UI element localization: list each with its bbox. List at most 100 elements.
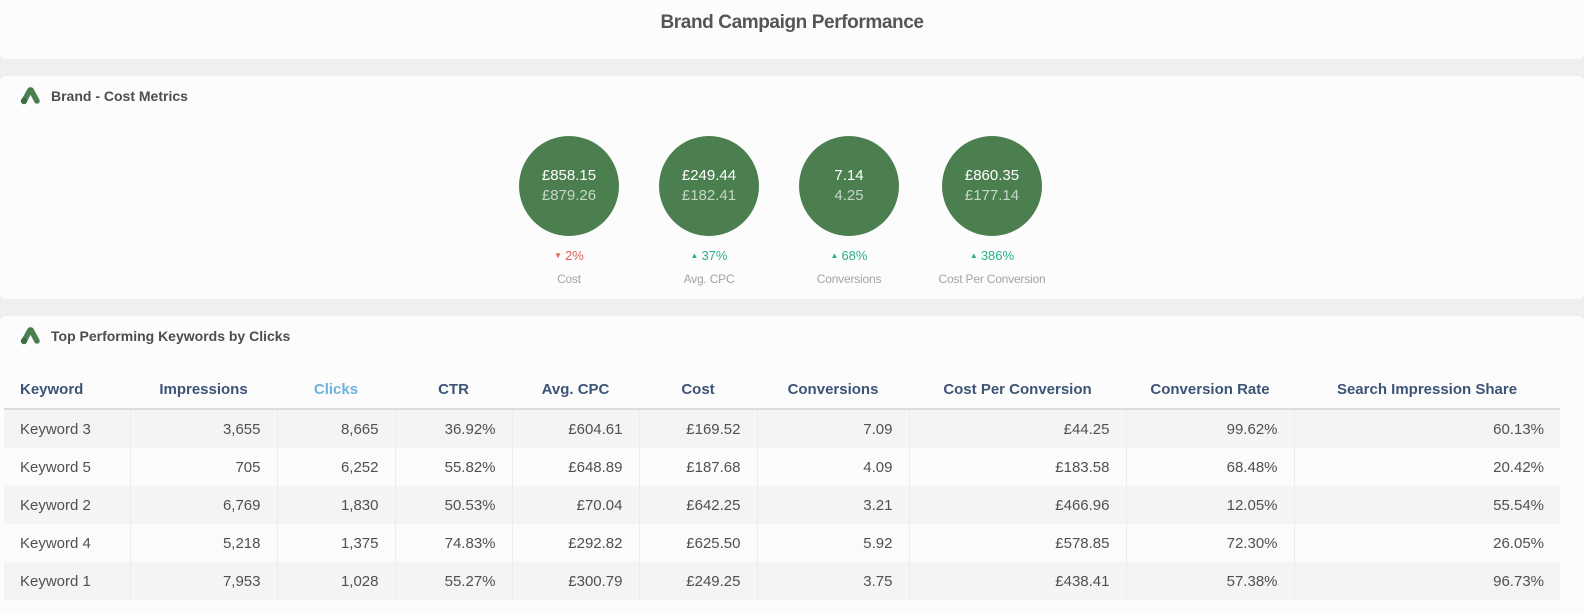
cell-ctr: 50.53% <box>395 486 513 524</box>
column-header-keyword[interactable]: Keyword <box>4 370 130 410</box>
cell-clicks: 1,375 <box>277 524 396 562</box>
metric-current-value: £858.15 <box>541 167 597 184</box>
title-panel: Brand Campaign Performance <box>0 0 1584 59</box>
metric-label: Avg. CPC <box>683 272 735 286</box>
google-ads-icon <box>20 327 40 345</box>
metric-avg-cpc: £249.44 £182.41 ▲ 37% Avg. CPC <box>644 136 774 286</box>
cell-search-impression-share: 20.42% <box>1294 448 1560 486</box>
cell-avg-cpc: £292.82 <box>512 524 640 562</box>
cell-avg-cpc: £604.61 <box>512 409 640 448</box>
table-row: Keyword 3 3,655 8,665 36.92% £604.61 £16… <box>4 409 1560 448</box>
cell-impressions: 5,218 <box>130 524 278 562</box>
cell-cost: £625.50 <box>639 524 758 562</box>
keywords-table: Keyword Impressions Clicks CTR Avg. CPC … <box>4 370 1560 600</box>
cell-search-impression-share: 55.54% <box>1294 486 1560 524</box>
keywords-header: Top Performing Keywords by Clicks <box>20 326 290 345</box>
cell-cost: £642.25 <box>639 486 758 524</box>
metric-current-value: 7.14 <box>834 167 864 184</box>
cell-avg-cpc: £648.89 <box>512 448 640 486</box>
cost-metrics-title: Brand - Cost Metrics <box>51 87 188 104</box>
metric-previous-value: £182.41 <box>681 187 737 204</box>
column-header-cost-per-conversion[interactable]: Cost Per Conversion <box>909 370 1126 410</box>
column-header-impressions[interactable]: Impressions <box>130 370 277 410</box>
cell-conversions: 3.75 <box>757 562 910 600</box>
cell-search-impression-share: 60.13% <box>1294 409 1560 448</box>
column-header-cost[interactable]: Cost <box>639 370 757 410</box>
cell-impressions: 7,953 <box>130 562 278 600</box>
cell-ctr: 36.92% <box>395 409 513 448</box>
cell-ctr: 55.82% <box>395 448 513 486</box>
cell-cost: £249.25 <box>639 562 758 600</box>
metric-circle: £249.44 £182.41 <box>659 136 759 236</box>
metric-change-value: 68% <box>841 248 868 263</box>
keywords-title: Top Performing Keywords by Clicks <box>51 327 291 344</box>
column-header-ctr[interactable]: CTR <box>395 370 512 410</box>
triangle-up-icon: ▲ <box>690 251 699 260</box>
cell-impressions: 3,655 <box>130 409 278 448</box>
cost-metrics-panel: Brand - Cost Metrics £858.15 £879.26 ▼ 2%… <box>0 76 1584 299</box>
cell-keyword: Keyword 2 <box>4 486 131 524</box>
cell-conversion-rate: 99.62% <box>1126 409 1295 448</box>
cell-impressions: 6,769 <box>130 486 278 524</box>
cell-impressions: 705 <box>130 448 278 486</box>
metric-change-value: 2% <box>565 248 584 263</box>
metric-conversions: 7.14 4.25 ▲ 68% Conversions <box>784 136 914 286</box>
metric-change-value: 37% <box>701 248 728 263</box>
cell-ctr: 74.83% <box>395 524 513 562</box>
cell-avg-cpc: £70.04 <box>512 486 640 524</box>
column-header-conversions[interactable]: Conversions <box>757 370 909 410</box>
cell-cost: £187.68 <box>639 448 758 486</box>
metric-current-value: £860.35 <box>964 167 1020 184</box>
cell-keyword: Keyword 3 <box>4 409 131 448</box>
metric-change: ▼ 2% <box>504 248 634 264</box>
metric-label: Cost <box>557 272 581 286</box>
cell-keyword: Keyword 1 <box>4 562 131 600</box>
table-row: Keyword 5 705 6,252 55.82% £648.89 £187.… <box>4 448 1560 486</box>
metric-previous-value: £879.26 <box>541 187 597 204</box>
metric-label: Conversions <box>816 272 882 286</box>
cell-conversion-rate: 57.38% <box>1126 562 1295 600</box>
metric-circle: 7.14 4.25 <box>799 136 899 236</box>
metric-previous-value: £177.14 <box>964 187 1020 204</box>
metric-cost: £858.15 £879.26 ▼ 2% Cost <box>504 136 634 286</box>
cell-cost: £169.52 <box>639 409 758 448</box>
cell-clicks: 1,028 <box>277 562 396 600</box>
metric-change: ▲ 37% <box>644 248 774 264</box>
cell-keyword: Keyword 4 <box>4 524 131 562</box>
cell-cost-per-conversion: £183.58 <box>909 448 1127 486</box>
cell-conversions: 4.09 <box>757 448 910 486</box>
triangle-up-icon: ▲ <box>969 251 978 260</box>
metric-circle: £860.35 £177.14 <box>942 136 1042 236</box>
cell-search-impression-share: 96.73% <box>1294 562 1560 600</box>
cell-conversions: 7.09 <box>757 409 910 448</box>
table-row: Keyword 4 5,218 1,375 74.83% £292.82 £62… <box>4 524 1560 562</box>
cost-metrics-header: Brand - Cost Metrics <box>20 86 188 105</box>
table-row: Keyword 1 7,953 1,028 55.27% £300.79 £24… <box>4 562 1560 600</box>
cell-clicks: 1,830 <box>277 486 396 524</box>
table-header-row: Keyword Impressions Clicks CTR Avg. CPC … <box>4 370 1560 410</box>
metric-change-value: 386% <box>980 248 1015 263</box>
cell-cost-per-conversion: £438.41 <box>909 562 1127 600</box>
cell-avg-cpc: £300.79 <box>512 562 640 600</box>
cell-keyword: Keyword 5 <box>4 448 131 486</box>
metric-change: ▲ 68% <box>784 248 914 264</box>
cell-search-impression-share: 26.05% <box>1294 524 1560 562</box>
cell-conversion-rate: 68.48% <box>1126 448 1295 486</box>
cell-conversions: 3.21 <box>757 486 910 524</box>
metric-cost-per-conversion: £860.35 £177.14 ▲ 386% Cost Per Conversio… <box>927 136 1057 286</box>
cell-ctr: 55.27% <box>395 562 513 600</box>
column-header-avg-cpc[interactable]: Avg. CPC <box>512 370 639 410</box>
triangle-up-icon: ▲ <box>830 251 839 260</box>
metric-label: Cost Per Conversion <box>938 272 1046 286</box>
triangle-down-icon: ▼ <box>554 251 563 260</box>
column-header-conversion-rate[interactable]: Conversion Rate <box>1126 370 1294 410</box>
metric-previous-value: 4.25 <box>834 187 864 204</box>
column-header-search-impression-share[interactable]: Search Impression Share <box>1294 370 1560 410</box>
cell-clicks: 8,665 <box>277 409 396 448</box>
column-header-clicks[interactable]: Clicks <box>277 370 395 410</box>
table-row: Keyword 2 6,769 1,830 50.53% £70.04 £642… <box>4 486 1560 524</box>
cell-cost-per-conversion: £44.25 <box>909 409 1127 448</box>
keywords-panel: Top Performing Keywords by Clicks Keywor… <box>0 316 1584 614</box>
metric-current-value: £249.44 <box>681 167 737 184</box>
cell-clicks: 6,252 <box>277 448 396 486</box>
